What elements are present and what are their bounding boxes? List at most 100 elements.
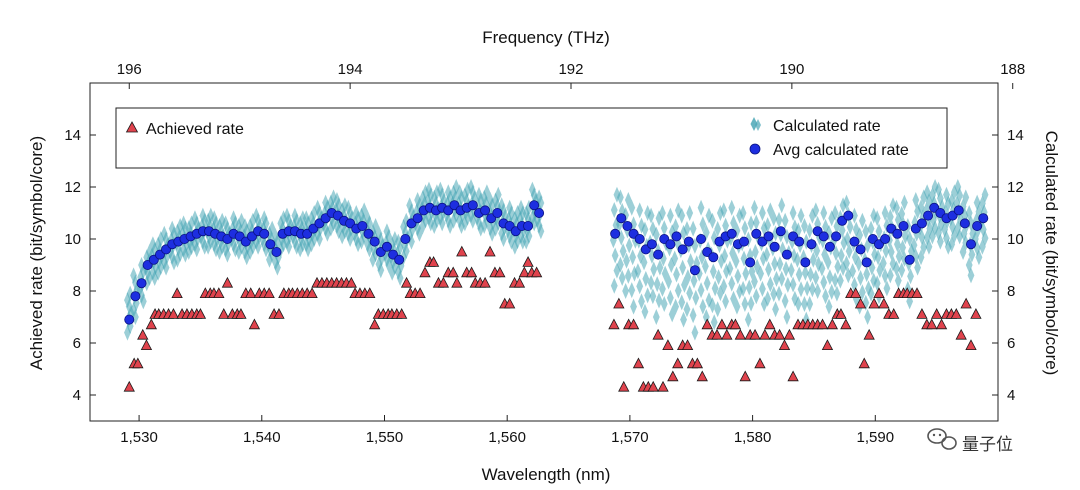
avg-calculated-rate-point [751, 228, 762, 239]
achieved-rate-point [456, 245, 468, 257]
calculated-rate-marker [672, 218, 680, 235]
calculated-rate-marker [486, 192, 494, 208]
calculated-rate-marker [634, 263, 642, 280]
calculated-rate-marker [901, 194, 908, 211]
calculated-rate-marker [837, 247, 845, 264]
calculated-rate-marker [260, 210, 268, 227]
calculated-rate-marker [124, 292, 131, 309]
calculated-rate-marker [781, 292, 789, 309]
calculated-rate-marker [475, 186, 483, 203]
calculated-rate-marker [701, 258, 709, 275]
calculated-rate-marker [262, 241, 270, 258]
achieved-rate-point [494, 266, 506, 278]
calculated-rate-marker [628, 282, 636, 299]
x-tick-label: 1,570 [611, 429, 649, 446]
calculated-rate-marker [201, 212, 209, 229]
calculated-rate-marker [358, 233, 365, 250]
calculated-rate-marker [647, 274, 655, 291]
avg-calculated-rate-point [849, 236, 860, 247]
calculated-rate-marker [715, 269, 722, 286]
calculated-rate-marker [862, 223, 870, 240]
calculated-rate-marker [752, 214, 760, 231]
calculated-rate-marker [789, 205, 797, 221]
achieved-rate-point [647, 380, 659, 392]
calculated-rate-marker [797, 281, 805, 298]
achieved-rate-point [306, 287, 318, 299]
y2-tick-label: 4 [1007, 387, 1015, 404]
achieved-rate-point [863, 328, 875, 340]
calculated-rate-marker [765, 261, 772, 278]
calculated-rate-marker [795, 266, 803, 283]
calculated-rate-marker [714, 221, 722, 238]
y-tick-label: 12 [64, 179, 81, 196]
calculated-rate-marker [864, 309, 872, 325]
y2-tick-label: 10 [1007, 231, 1024, 248]
calculated-rate-marker [444, 184, 452, 201]
calculated-rate-marker [775, 211, 783, 228]
calculated-rate-marker [659, 205, 666, 221]
calculated-rate-marker [352, 205, 360, 221]
avg-calculated-rate-point [696, 233, 707, 244]
calculated-rate-marker [191, 210, 199, 227]
calculated-rate-marker [124, 324, 131, 341]
calculated-rate-marker [741, 220, 749, 237]
achieved-rate-point [484, 245, 496, 257]
calculated-rate-marker [394, 233, 402, 250]
calculated-rate-marker [733, 298, 741, 315]
achieved-rate-point [364, 287, 376, 299]
calculated-rate-marker [414, 220, 422, 237]
calculated-rate-marker [168, 248, 176, 265]
watermark: 量子位 [927, 428, 1013, 455]
calculated-rate-marker [424, 192, 432, 209]
achieved-rate-point [235, 308, 247, 319]
calculated-rate-marker [910, 237, 918, 254]
calculated-rate-marker [673, 266, 680, 283]
calculated-rate-marker [456, 212, 464, 229]
calculated-rate-marker [652, 309, 660, 325]
calculated-rate-marker [659, 280, 666, 297]
calculated-rate-marker [757, 265, 765, 282]
calculated-rate-marker [781, 212, 789, 229]
calculated-rate-marker [252, 207, 260, 224]
calculated-rate-marker [742, 265, 750, 282]
calculated-rate-marker [640, 254, 648, 271]
achieved-rate-point [263, 287, 275, 299]
achieved-rate-point [691, 357, 704, 369]
calculated-rate-marker [981, 186, 989, 203]
x-tick-label: 1,580 [734, 429, 772, 446]
calculated-rate-marker [709, 263, 717, 280]
achieved-rate-points [123, 245, 982, 392]
achieved-rate-point [965, 339, 977, 351]
calculated-rate-marker [391, 231, 399, 247]
calculated-rate-marker [617, 189, 624, 206]
achieved-rate-point [821, 339, 834, 351]
calculated-rate-marker [726, 260, 734, 277]
calculated-rate-marker [875, 223, 883, 240]
calculated-rate-marker [665, 273, 672, 290]
calculated-rate-marker [709, 212, 716, 229]
achieved-rate-point [835, 308, 847, 319]
calculated-rate-marker [797, 207, 805, 224]
calculated-rate-marker [784, 276, 792, 293]
avg-calculated-rate-point [726, 228, 737, 239]
avg-calculated-rate-point [616, 213, 627, 224]
calculated-rate-marker [610, 201, 618, 218]
calculated-rate-marker [241, 218, 249, 234]
x-tick-label: 1,540 [243, 429, 281, 446]
calculated-rate-marker [832, 245, 840, 262]
calculated-rate-marker [451, 190, 459, 207]
x-axis-title: Wavelength (nm) [482, 465, 611, 484]
achieved-rate-point [955, 328, 967, 340]
calculated-rate-marker [794, 296, 802, 312]
calculated-rate-marker [385, 228, 393, 245]
calculated-rate-marker [794, 251, 801, 268]
achieved-rate-point [218, 308, 230, 319]
calculated-rate-marker [268, 246, 276, 263]
calculated-rate-marker [370, 240, 378, 257]
calculated-rate-marker [907, 268, 914, 285]
avg-calculated-rate-point [683, 236, 694, 247]
avg-calculated-rate-point [855, 244, 866, 255]
calculated-rate-marker [391, 259, 399, 276]
calculated-rate-marker [154, 236, 162, 253]
achieved-rate-point [213, 287, 225, 299]
